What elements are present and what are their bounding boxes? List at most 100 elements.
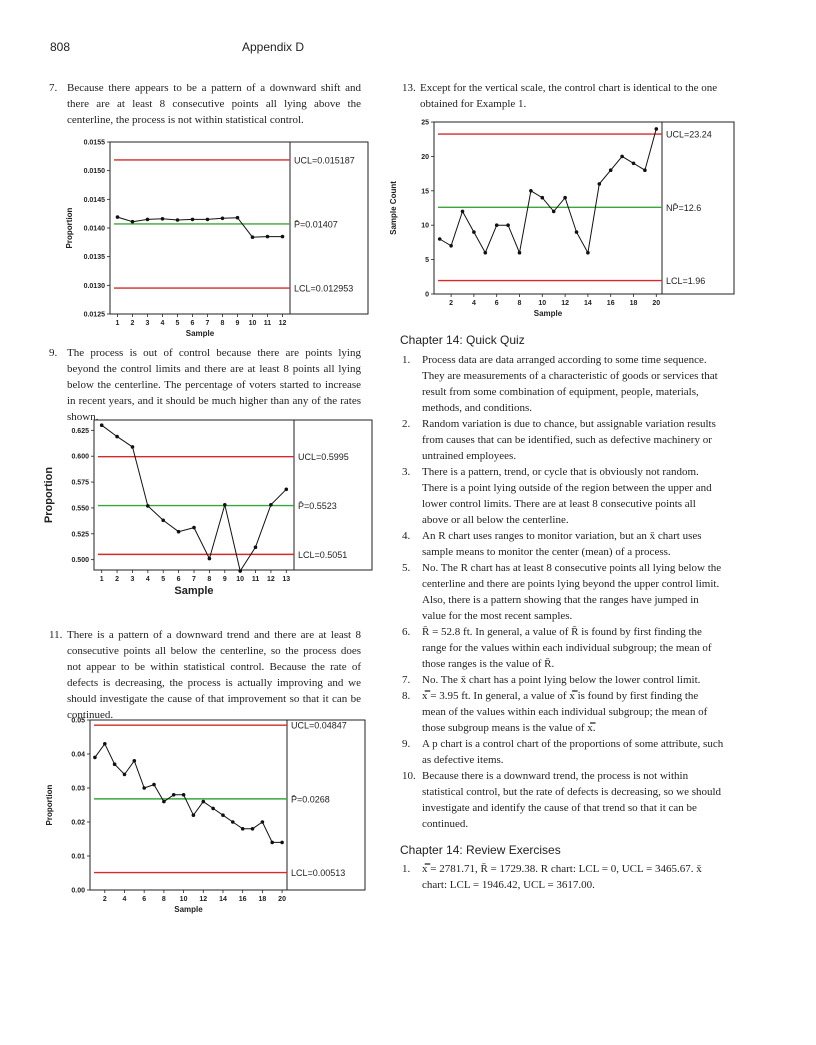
y-tick-label: 0 (425, 292, 429, 299)
x-tick-label: 11 (252, 576, 260, 583)
answer-number: 11. (49, 629, 63, 641)
x-tick-label: 5 (176, 320, 180, 327)
answer-number: 7. (49, 82, 58, 94)
quiz-item-text: There is a pattern, trend, or cycle that… (422, 466, 712, 526)
x-axis-label: Sample (174, 905, 203, 914)
quiz-item-text: A p chart is a control chart of the prop… (422, 738, 724, 766)
y-tick-label: 0.02 (71, 820, 85, 827)
data-point (145, 217, 150, 222)
x-tick-label: 20 (278, 896, 286, 903)
data-point (235, 215, 240, 220)
x-tick-label: 6 (177, 576, 181, 583)
data-point (103, 742, 107, 746)
x-tick-label: 10 (538, 300, 546, 307)
data-series-line (94, 742, 283, 843)
y-tick-label: 5 (425, 257, 429, 264)
x-tick-label: 1 (116, 320, 120, 327)
control-chart-13: 0 5 10 15 20 25 2 4 6 8 10 12 14 16 18 20 Sample Sample C… (389, 120, 735, 318)
control-limit-label: UCL=23.24 (666, 130, 712, 140)
y-tick-label: 0.550 (71, 505, 89, 512)
y-tick-label: 0.03 (71, 786, 85, 793)
x-tick-label: 4 (123, 896, 127, 903)
x-tick-label: 6 (495, 300, 499, 307)
x-tick-label: 7 (192, 576, 196, 583)
data-point (130, 445, 135, 449)
data-point (253, 545, 258, 549)
quiz-item-number: 9. (402, 738, 411, 750)
data-point (270, 840, 274, 845)
data-point (540, 195, 545, 200)
answer-11: 11. There is a pattern of a downward tre… (49, 627, 361, 723)
x-tick-label: 10 (180, 896, 188, 903)
answer-number: 13. (402, 82, 416, 94)
data-point (260, 820, 265, 824)
data-point (574, 230, 579, 234)
y-tick-label: 0.0150 (84, 168, 106, 175)
data-point (472, 230, 476, 234)
x-tick-label: 16 (607, 300, 615, 307)
x-axis-label: Sample (186, 329, 215, 338)
x-tick-label: 20 (652, 300, 660, 307)
x-tick-label: 12 (267, 576, 275, 583)
quiz-item: 3. There is a pattern, trend, or cycle th… (402, 464, 724, 528)
quiz-item: 2. Random variation is due to chance, but… (402, 416, 724, 464)
quiz-item-text: No. The x̄ chart has a point lying below… (422, 674, 701, 686)
x-tick-label: 8 (162, 896, 166, 903)
data-point (280, 234, 285, 239)
data-point (220, 216, 225, 221)
quiz-item-number: 4. (402, 530, 411, 542)
x-tick-label: 4 (472, 300, 476, 307)
data-point (250, 235, 255, 239)
y-tick-label: 0.0145 (84, 197, 106, 204)
data-point (460, 209, 465, 214)
data-point (162, 799, 166, 804)
x-tick-label: 3 (131, 576, 135, 583)
x-tick-label: 7 (206, 320, 210, 327)
x-tick-label: 5 (161, 576, 165, 583)
data-point (152, 782, 156, 787)
quiz-item-number: 5. (402, 562, 411, 574)
x-tick-label: 6 (191, 320, 195, 327)
y-tick-label: 0.0130 (84, 283, 106, 290)
review-list: 1. x̿ = 2781.71, R̄ = 1729.38. R chart: L… (402, 861, 724, 893)
y-tick-label: 0.01 (71, 854, 85, 861)
data-point (506, 223, 510, 227)
x-tick-label: 9 (236, 320, 240, 327)
answer-13: 13. Except for the vertical scale, the c… (402, 80, 724, 112)
y-tick-label: 0.0125 (84, 312, 106, 319)
data-point (483, 250, 488, 255)
data-point (231, 820, 235, 824)
data-point (191, 813, 196, 817)
review-item-number: 1. (402, 863, 411, 875)
data-point (146, 504, 150, 508)
control-chart-11: 0.00 0.01 0.02 0.03 0.04 0.05 2 4 6 8 10 12 14 16 18 20… (45, 718, 366, 914)
data-point (284, 487, 289, 492)
data-point (280, 840, 284, 845)
y-tick-label: 10 (421, 223, 429, 230)
data-point (211, 806, 215, 811)
data-point (93, 755, 97, 760)
quiz-item-number: 8. (402, 690, 411, 702)
y-tick-label: 0.0155 (84, 140, 106, 147)
data-point (265, 234, 270, 239)
data-point (269, 503, 273, 507)
review-heading: Chapter 14: Review Exercises (400, 843, 561, 857)
quiz-item-number: 10. (402, 770, 416, 782)
x-tick-label: 9 (223, 576, 227, 583)
data-point (240, 827, 245, 831)
y-tick-label: 25 (421, 120, 429, 127)
control-limit-label: LCL=0.5051 (298, 550, 347, 560)
quiz-item-number: 6. (402, 626, 411, 638)
x-tick-label: 8 (207, 576, 211, 583)
quiz-item: 1. Process data are data arranged accordi… (402, 352, 724, 416)
y-tick-label: 0.00 (71, 888, 85, 895)
data-point (142, 786, 146, 790)
x-tick-label: 12 (279, 320, 287, 327)
data-point (207, 556, 212, 561)
data-point (608, 168, 613, 172)
control-limit-label: UCL=0.5995 (298, 452, 349, 462)
chart-frame (89, 719, 366, 891)
control-limit-label: LCL=0.00513 (291, 868, 345, 878)
x-tick-label: 2 (131, 320, 135, 327)
